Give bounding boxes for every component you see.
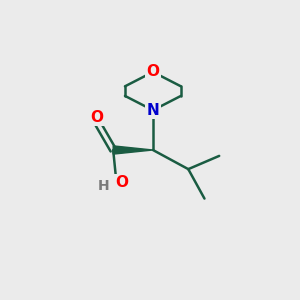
Text: O: O: [91, 110, 103, 125]
Text: O: O: [146, 64, 159, 80]
Polygon shape: [113, 146, 153, 154]
Text: N: N: [147, 103, 159, 118]
Text: H: H: [98, 179, 110, 193]
Text: O: O: [115, 176, 128, 190]
